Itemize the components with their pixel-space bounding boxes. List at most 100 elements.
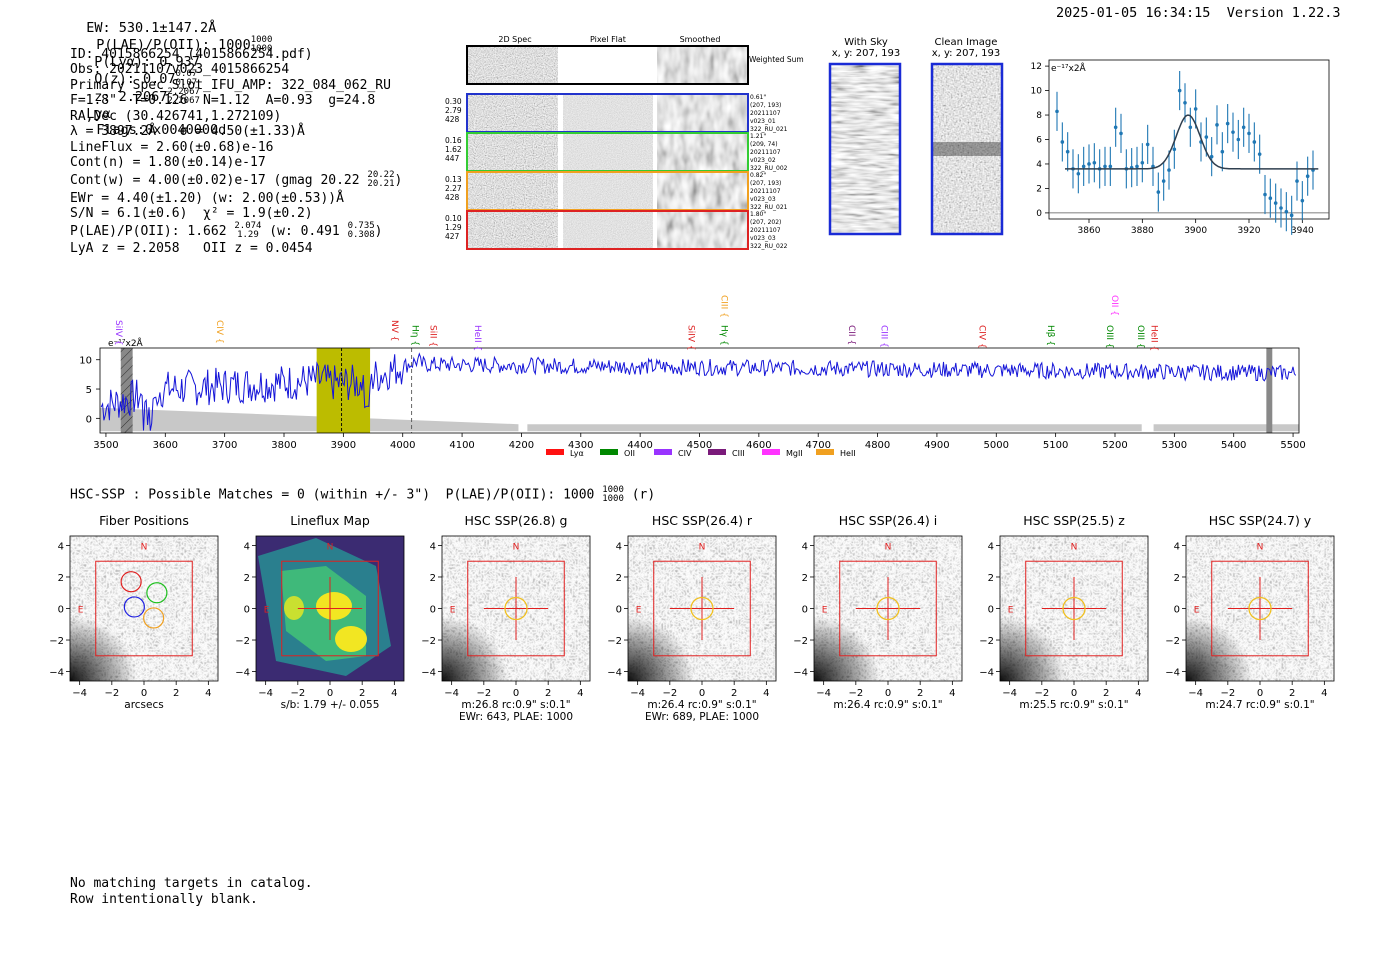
spec-xtick-label-18: 5300 <box>1162 440 1187 451</box>
fit-point-40 <box>1268 196 1273 201</box>
hsc-ytick-label-1-4: 4 <box>244 541 250 552</box>
cutout-smooth-1 <box>657 133 747 170</box>
hsc-caption1-0: arcsecs <box>124 699 163 711</box>
plae-hi: 1000 <box>250 35 273 45</box>
hsc-xtick-label-6-1: −2 <box>1220 688 1235 699</box>
fit-point-25 <box>1188 125 1193 130</box>
fit-point-26 <box>1193 107 1198 111</box>
sky-title-text: With Sky <box>844 37 888 48</box>
cutout-note-3-0: 1.80" <box>750 211 766 218</box>
hsc-ytick-label-4-4: 4 <box>802 541 808 552</box>
hsc-target-circle-4 <box>876 596 900 621</box>
cutout-note-2-2: 20211107 <box>750 188 781 195</box>
hsc-ytick-label-5-4: 4 <box>988 541 994 552</box>
hsc-caption1-6: m:24.7 rc:0.9" s:0.1" <box>1205 699 1314 711</box>
z-hi: 2.2067 <box>167 87 200 97</box>
fiber-green <box>146 582 168 604</box>
hsc-north-1: N <box>327 542 334 552</box>
line-label-15: OIII { <box>1135 325 1145 349</box>
qz-lo: 0.07 <box>175 78 198 88</box>
fit-point-19 <box>1156 190 1161 194</box>
info-contw: Cont(w) = 4.00(±0.02)e-17 (gmag 20.22 20… <box>70 170 403 189</box>
line-label-12: Hβ { <box>1045 325 1055 346</box>
legend-swatch-4 <box>762 449 780 455</box>
fit-point-4 <box>1076 171 1081 176</box>
fit-point-20 <box>1161 179 1166 183</box>
spec-xtick-label-0: 3500 <box>93 440 118 451</box>
hsc-xtick-label-4-1: −2 <box>848 688 863 699</box>
contw-text: Cont(w) = 4.00(±0.02)e-17 (gmag 20.22 <box>70 172 360 188</box>
hsc-ytick-label-2-2: 0 <box>430 605 436 616</box>
cutout-note-2-3: v023_03 <box>750 196 776 203</box>
hsc-ytick-label-2-3: 2 <box>430 573 436 584</box>
fit-ylabel: e⁻¹⁷x2Å <box>1051 62 1087 74</box>
fit-point-33 <box>1231 130 1235 134</box>
hsc-xtick-label-0-4: 4 <box>205 688 211 699</box>
sky-image <box>831 65 899 233</box>
hsc-north-0: N <box>141 542 148 552</box>
line-label-0: SiIV { <box>113 320 123 346</box>
fit-point-6 <box>1087 162 1091 166</box>
spec-xtick-label-16: 5100 <box>1043 440 1068 451</box>
hsc-caption2-3: EWr: 689, PLAE: 1000 <box>645 711 759 723</box>
spec-xtick-label-2: 3700 <box>212 440 237 451</box>
line-label-16: HeII { <box>1149 325 1159 351</box>
line-label-5: HeII { <box>472 325 482 351</box>
weighted-sum-row: Weighted Sum <box>466 45 804 85</box>
hsc-ytick-label-6-2: 0 <box>1174 605 1180 616</box>
z-lo: 2.2067 <box>167 96 200 106</box>
line-label-2: NV { <box>389 320 399 341</box>
fit-point-10 <box>1108 164 1113 169</box>
fit-point-5 <box>1081 164 1086 169</box>
fit-ticks: 3860 3880 3900 3920 3940 0 2 4 6 8 10 12 <box>1031 62 1315 235</box>
hsc-xtick-label-5-2: 0 <box>1071 688 1077 699</box>
hsc-xtick-label-5-3: 2 <box>1103 688 1109 699</box>
hsc-ytick-label-3-4: 4 <box>616 541 622 552</box>
fit-point-2 <box>1065 149 1070 154</box>
spectrum-ylabel: e⁻¹⁷x2Å <box>108 337 144 349</box>
cutout-smooth-0 <box>657 94 747 131</box>
spec-ytick-label-2: 10 <box>79 356 92 367</box>
spectrum-plot: e⁻¹⁷x2Å 3500 3600 3700 3800 3900 4000 4100 4200… <box>79 295 1306 458</box>
error-band-1 <box>527 424 1142 432</box>
fit-point-23 <box>1177 88 1182 93</box>
cutout-val-0-0: 0.30 <box>445 97 462 106</box>
hsc-xtick-label-4-4: 4 <box>949 688 955 699</box>
catalog-note: No matching targets in catalog. Row inte… <box>70 876 313 907</box>
fit-point-29 <box>1209 154 1214 159</box>
hsc-ytick-label-1-0: −4 <box>235 668 250 679</box>
hsc-east-1: E <box>264 606 270 616</box>
hsc-xtick-label-3-0: −4 <box>630 688 645 699</box>
hsc-panels: Fiber Positions N E −4 −4 −2 −2 0 0 2 2 4 4 arcsecs Li… <box>50 513 1335 723</box>
hsc-xtick-label-2-0: −4 <box>444 688 459 699</box>
cutout-note-1-4: 322_RU_002 <box>750 165 788 172</box>
cutout-note-1-2: 20211107 <box>750 149 781 156</box>
legend-swatch-3 <box>708 449 726 455</box>
plae-lo: 1000 <box>250 44 273 54</box>
hsc-xtick-label-3-1: −2 <box>662 688 677 699</box>
fit-window-region <box>316 348 371 433</box>
col-flat-label: Pixel Flat <box>590 35 626 44</box>
hsc-ytick-label-1-2: 0 <box>244 605 250 616</box>
cutout-flat-2 <box>563 172 653 209</box>
hsc-ytick-label-1-1: −2 <box>235 636 250 647</box>
flux-line <box>100 352 1297 431</box>
sky-coords: x, y: 207, 193 <box>831 48 901 59</box>
cutout-val-3-0: 0.10 <box>445 214 462 223</box>
line-label-9: CII { <box>846 325 856 345</box>
hsc-panel-title-2: HSC SSP(26.8) g <box>465 513 568 528</box>
fit-point-12 <box>1119 131 1123 136</box>
fit-ytick-label-5: 10 <box>1031 87 1043 97</box>
fit-point-37 <box>1252 140 1257 144</box>
fit-data <box>1049 71 1329 235</box>
fit-ytick-label-1: 2 <box>1036 184 1042 194</box>
hsc-target-circle-5 <box>1062 596 1086 621</box>
line-label-14: OIII { <box>1104 325 1114 349</box>
plae-value: P(LAE)/P(OII): 1000 <box>96 37 251 53</box>
info-obs: Obs: 20211107v023_4015866254 <box>70 62 290 77</box>
fit-model-curve <box>1065 114 1319 170</box>
error-band-0 <box>100 407 519 432</box>
cutout-val-2-1: 2.27 <box>445 184 462 193</box>
clean-title-text: Clean Image <box>934 37 998 48</box>
fit-point-34 <box>1236 137 1241 142</box>
